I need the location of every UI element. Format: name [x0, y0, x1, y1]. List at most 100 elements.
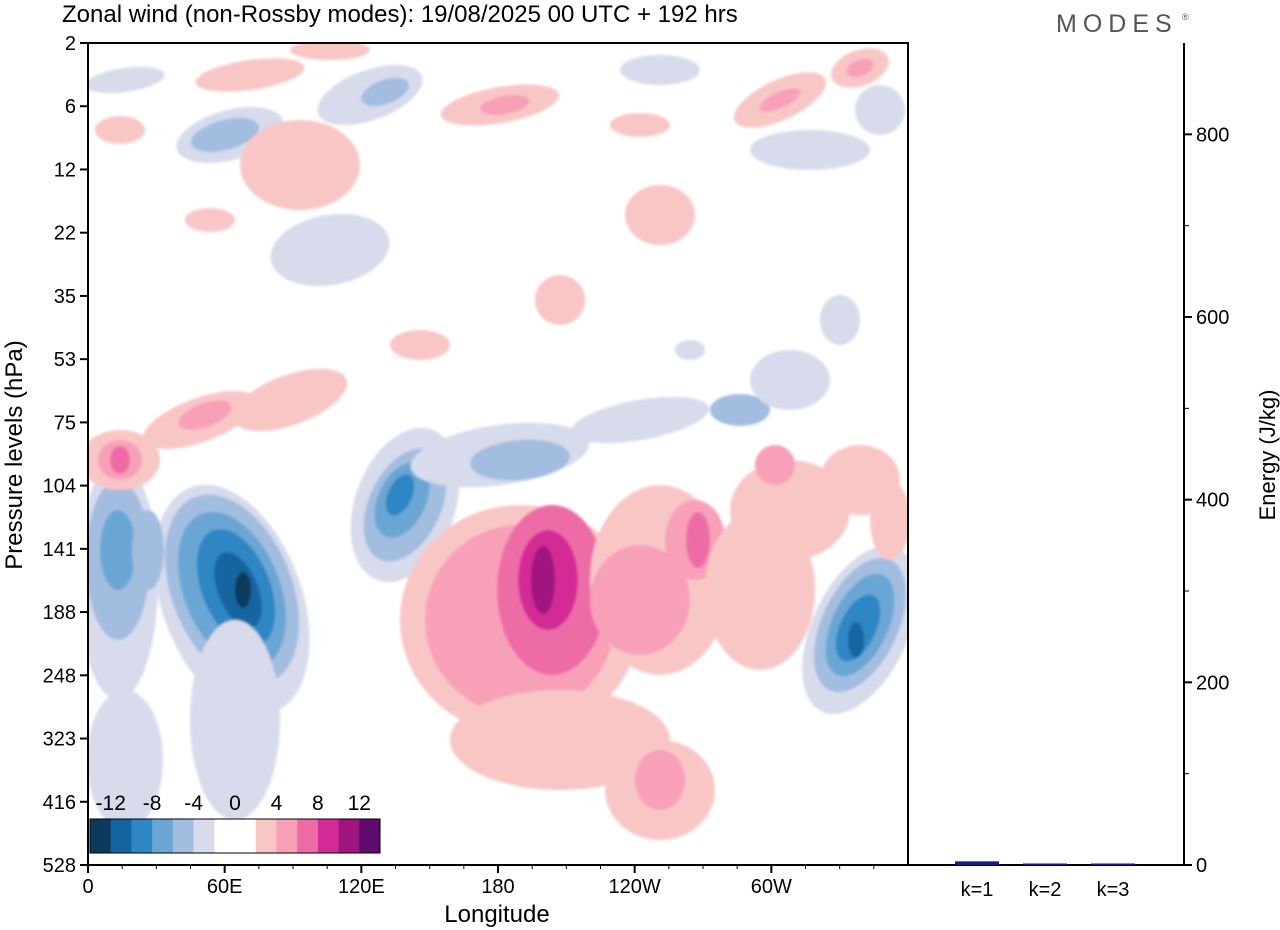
colorbar-cell — [235, 819, 257, 853]
positive-wind-contour — [590, 545, 690, 655]
modes-logo: MODES ® — [1056, 10, 1189, 38]
energy-category-label: k=2 — [1029, 879, 1062, 901]
negative-wind-contour — [675, 340, 705, 360]
y-tick-label: 248 — [43, 665, 76, 687]
y-tick-label: 141 — [43, 539, 76, 561]
colorbar-cell — [276, 819, 298, 853]
positive-wind-contour — [535, 275, 585, 325]
energy-tick-label: 200 — [1196, 672, 1229, 694]
y-tick-label: 53 — [54, 349, 76, 371]
energy-category-label: k=3 — [1097, 879, 1130, 901]
logo-mark: ® — [1182, 12, 1189, 22]
energy-tick-label: 600 — [1196, 307, 1229, 329]
colorbar-cell — [193, 819, 215, 853]
energy-bar — [1023, 863, 1067, 865]
negative-wind-contour — [620, 55, 700, 85]
negative-wind-contour — [710, 394, 770, 426]
positive-wind-contour — [846, 59, 874, 77]
negative-wind-contour — [361, 77, 409, 107]
colorbar-label: -8 — [143, 792, 162, 815]
negative-wind-contour — [855, 85, 905, 135]
colorbar-cell — [152, 819, 174, 853]
negative-wind-contour — [848, 622, 864, 658]
positive-wind-contour — [480, 95, 530, 115]
colorbar: -12 -8 -4 0 4 8 12 — [89, 792, 381, 854]
energy-tick-label: 400 — [1196, 490, 1229, 512]
colorbar-cell — [90, 819, 112, 853]
energy-bar — [1091, 863, 1135, 865]
negative-wind-contour — [132, 510, 164, 590]
negative-wind-contour — [235, 572, 251, 608]
x-axis: 0 60E 120E 180 120W 60W — [82, 865, 875, 898]
x-tick-label: 120W — [609, 876, 661, 898]
positive-wind-contour — [686, 512, 710, 568]
colorbar-labels: -12 -8 -4 0 4 8 12 — [96, 792, 371, 815]
colorbar-label: 0 — [229, 792, 241, 815]
positive-wind-contour — [178, 400, 232, 430]
y-axis-label: Pressure levels (hPa) — [1, 340, 28, 569]
negative-wind-contour — [190, 620, 280, 820]
colorbar-frame — [89, 818, 381, 854]
colorbar-cell — [338, 819, 360, 853]
colorbar-cell — [131, 819, 153, 853]
x-tick-label: 180 — [481, 876, 514, 898]
energy-category-label: k=1 — [961, 879, 994, 901]
y-tick-label: 35 — [54, 286, 76, 308]
colorbar-cell — [255, 819, 277, 853]
energy-axis-label: Energy (J/kg) — [1255, 390, 1280, 521]
positive-wind-contour — [635, 750, 685, 810]
y-tick-label: 75 — [54, 412, 76, 434]
y-tick-label: 416 — [43, 792, 76, 814]
y-axis: 2 6 12 22 35 53 75 104 141 188 248 323 416 528 — [43, 33, 88, 877]
positive-wind-contour — [195, 58, 305, 92]
y-tick-label: 12 — [54, 159, 76, 181]
positive-wind-contour — [625, 185, 695, 245]
energy-panel: 0 200 400 600 800 k=1 k=2 k=3 Energy (J/kg) — [907, 43, 1280, 901]
x-tick-label: 0 — [82, 876, 93, 898]
x-axis-label: Longitude — [444, 901, 549, 928]
colorbar-cells — [90, 819, 381, 853]
colorbar-label: 8 — [312, 792, 324, 815]
negative-wind-contour — [470, 439, 570, 481]
x-tick-label: 60E — [207, 876, 243, 898]
colorbar-cell — [297, 819, 319, 853]
negative-wind-contour — [820, 295, 860, 345]
positive-wind-contour — [610, 113, 670, 137]
negative-wind-contour — [270, 213, 390, 287]
colorbar-label: 4 — [271, 792, 283, 815]
negative-wind-contour — [570, 396, 710, 444]
negative-wind-contour — [385, 474, 415, 516]
positive-wind-contour — [185, 208, 235, 232]
x-tick-label: 120E — [338, 876, 385, 898]
positive-wind-contour — [95, 116, 145, 144]
colorbar-label: -12 — [96, 792, 126, 815]
heatmap-panel: 0 60E 120E 180 120W 60W 2 6 12 22 35 53 75 104 141 188… — [1, 33, 909, 928]
positive-wind-contour — [110, 446, 130, 474]
positive-wind-contour — [755, 445, 795, 485]
wind-contours — [88, 43, 908, 840]
energy-tick-label: 800 — [1196, 124, 1229, 146]
negative-wind-contour — [88, 66, 165, 94]
negative-wind-contour — [750, 350, 830, 410]
positive-wind-contour — [759, 88, 801, 112]
negative-wind-contour — [88, 690, 163, 830]
x-tick-label: 60W — [751, 876, 792, 898]
energy-bar — [955, 861, 999, 865]
negative-wind-contour — [100, 510, 136, 590]
y-tick-label: 2 — [65, 33, 76, 55]
negative-wind-contour — [750, 130, 870, 170]
energy-bars: k=1 k=2 k=3 — [955, 861, 1135, 901]
logo-text: MODES — [1056, 10, 1178, 38]
y-tick-label: 6 — [65, 96, 76, 118]
colorbar-cell — [317, 819, 340, 853]
positive-wind-contour — [240, 120, 360, 210]
positive-wind-contour — [290, 43, 370, 60]
colorbar-cell — [214, 819, 236, 853]
y-tick-label: 104 — [43, 476, 76, 498]
y-tick-label: 323 — [43, 729, 76, 751]
y-tick-label: 22 — [54, 223, 76, 245]
colorbar-cell — [359, 819, 381, 853]
energy-tick-label: 0 — [1196, 855, 1207, 877]
y-tick-label: 528 — [43, 855, 76, 877]
